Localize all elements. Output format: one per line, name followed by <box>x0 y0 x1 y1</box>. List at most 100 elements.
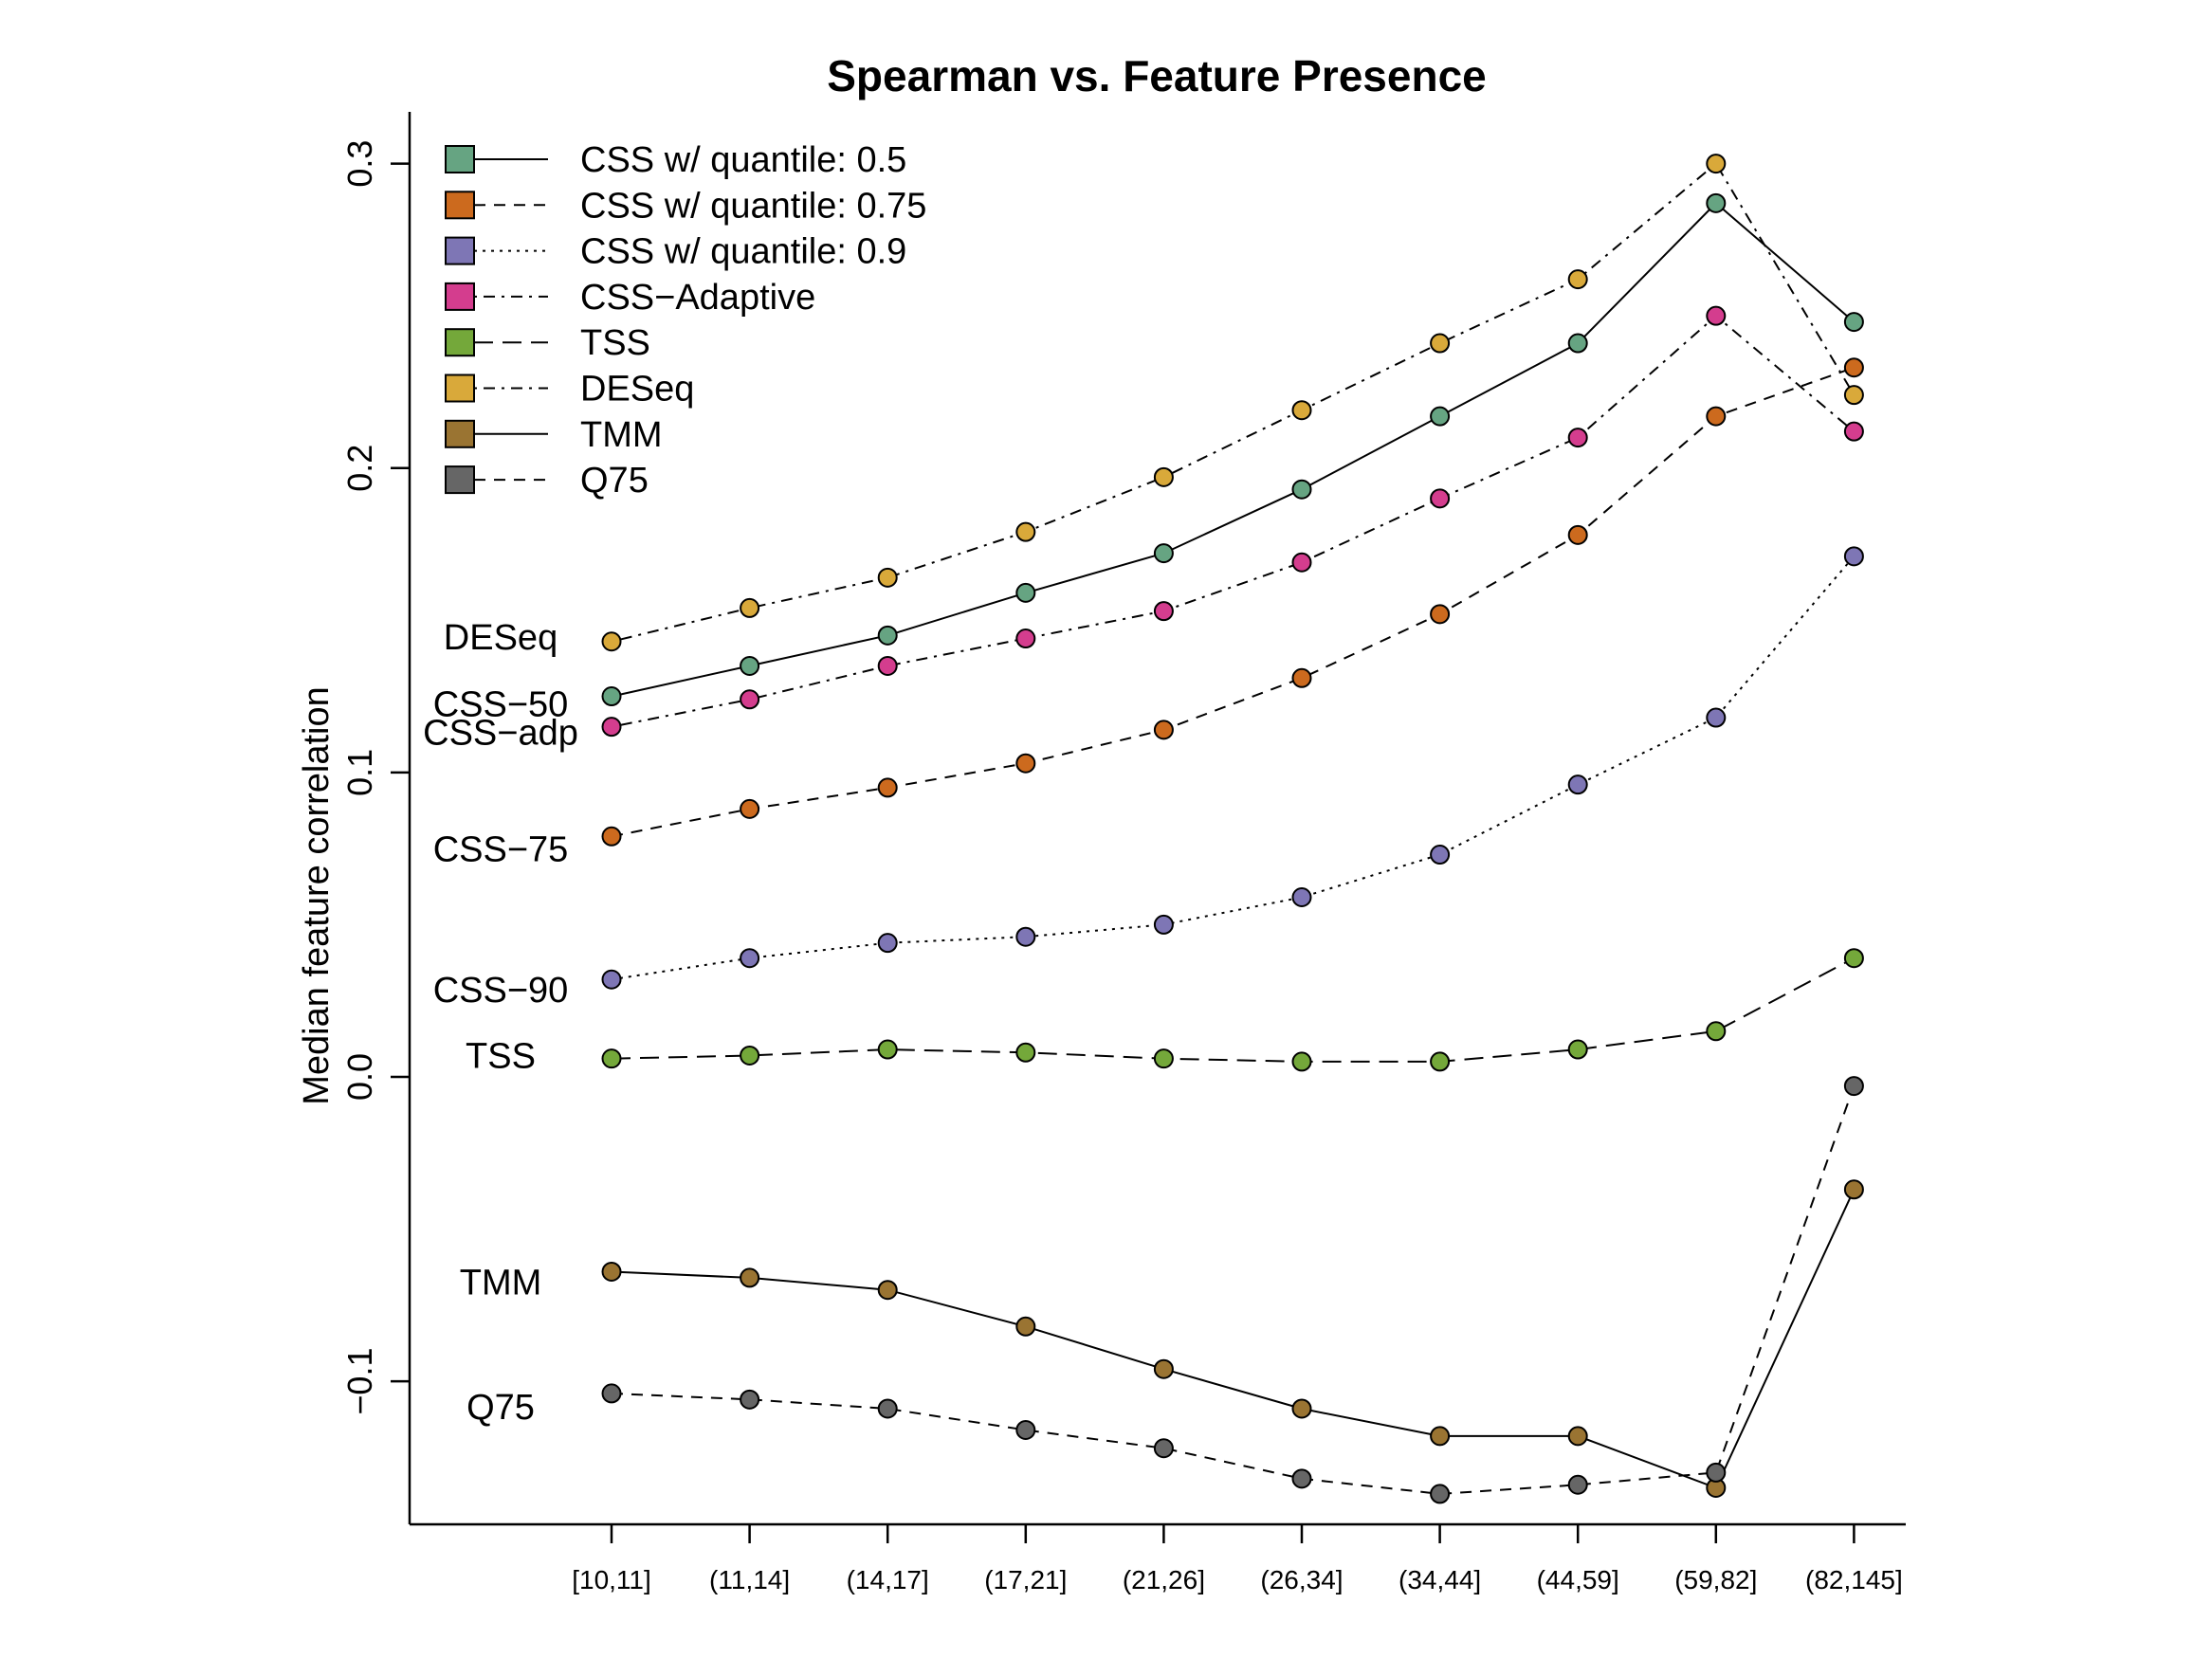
series-label-3: CSS−adp <box>423 714 578 754</box>
series-label-0: CSS−50 <box>433 685 569 725</box>
series-line-4 <box>611 957 1855 1063</box>
data-point <box>1153 720 1174 740</box>
series-label-7: Q75 <box>466 1388 535 1428</box>
x-tick-label: (14,17] <box>847 1565 929 1594</box>
data-point <box>877 1280 898 1301</box>
legend-label-6: TMM <box>580 415 663 455</box>
legend-swatch-2 <box>445 236 475 265</box>
y-tick-label: 0.1 <box>340 749 379 796</box>
data-point <box>1843 421 1864 442</box>
data-point <box>1015 629 1036 649</box>
x-tick-label: (34,44] <box>1398 1565 1481 1594</box>
data-point <box>1430 1051 1451 1072</box>
data-point <box>601 969 622 990</box>
series-line-6 <box>611 1189 1856 1489</box>
data-point <box>1567 333 1588 354</box>
data-point <box>1843 357 1864 378</box>
series-line-1 <box>611 366 1855 838</box>
data-point <box>740 1045 760 1066</box>
series-points <box>601 154 1864 1504</box>
legend-label-7: Q75 <box>580 461 649 501</box>
series-label-6: TMM <box>460 1263 542 1303</box>
legend-label-3: CSS−Adaptive <box>580 278 815 318</box>
data-point <box>1706 154 1727 174</box>
series-line-3 <box>611 314 1856 728</box>
data-point <box>601 1048 622 1069</box>
data-point <box>1291 1468 1312 1489</box>
x-tick-label: (11,14] <box>709 1565 790 1594</box>
legend-swatch-6 <box>445 419 475 448</box>
data-point <box>1153 466 1174 487</box>
x-tick-label: (82,145] <box>1805 1565 1903 1594</box>
data-point <box>1291 400 1312 421</box>
series-label-1: CSS−75 <box>433 829 569 869</box>
data-point <box>1706 305 1727 326</box>
data-point <box>1015 1042 1036 1063</box>
data-point <box>1843 1076 1864 1097</box>
data-point <box>1706 1462 1727 1483</box>
data-point <box>1567 269 1588 290</box>
legend-swatch-4 <box>445 328 475 357</box>
y-tick-label: 0.0 <box>340 1053 379 1101</box>
data-point <box>1706 707 1727 728</box>
x-tick-label: (21,26] <box>1123 1565 1205 1594</box>
series-lines <box>611 162 1856 1495</box>
data-point <box>740 1389 760 1410</box>
series-line-0 <box>611 201 1856 698</box>
data-point <box>1430 1484 1451 1504</box>
data-point <box>740 1267 760 1288</box>
data-point <box>1015 753 1036 774</box>
data-point <box>601 631 622 652</box>
data-point <box>1015 521 1036 542</box>
data-point <box>1430 333 1451 354</box>
y-tick-label: −0.1 <box>340 1348 379 1415</box>
data-point <box>877 777 898 798</box>
legend-label-4: TSS <box>580 323 650 363</box>
data-point <box>1015 1419 1036 1440</box>
data-point <box>1430 1426 1451 1447</box>
legend-label-1: CSS w/ quantile: 0.75 <box>580 186 926 226</box>
data-point <box>1291 1398 1312 1419</box>
data-point <box>1430 406 1451 427</box>
x-ticks: [10,11] (11,14] (14,17] (17,21] (21,26] (26,3… <box>572 1524 1903 1594</box>
data-point <box>1153 601 1174 622</box>
data-point <box>1843 312 1864 333</box>
legend-swatch-7 <box>445 465 475 495</box>
data-point <box>601 1383 622 1404</box>
data-point <box>1843 1179 1864 1200</box>
x-tick-label: (44,59] <box>1537 1565 1619 1594</box>
x-tick-label: (17,21] <box>984 1565 1067 1594</box>
data-point <box>1567 428 1588 448</box>
data-point <box>1706 192 1727 213</box>
y-tick-label: 0.3 <box>340 140 379 188</box>
series-labels: CSS−50 CSS−75 CSS−90 CSS−adp TSS DESeq TMM Q75 <box>423 618 578 1428</box>
data-point <box>1567 1426 1588 1447</box>
data-point <box>1291 1051 1312 1072</box>
data-point <box>1153 914 1174 935</box>
data-point <box>1567 524 1588 545</box>
data-point <box>877 567 898 588</box>
data-point <box>740 655 760 676</box>
series-label-5: DESeq <box>444 618 558 658</box>
data-point <box>877 1398 898 1419</box>
legend: CSS w/ quantile: 0.5 CSS w/ quantile: 0.7… <box>445 140 926 501</box>
data-point <box>877 655 898 676</box>
data-point <box>740 798 760 819</box>
data-point <box>1291 479 1312 500</box>
data-point <box>877 933 898 954</box>
data-point <box>1430 488 1451 509</box>
x-tick-label: [10,11] <box>572 1565 651 1594</box>
data-point <box>1706 406 1727 427</box>
series-line-2 <box>611 556 1856 981</box>
data-point <box>601 1261 622 1282</box>
data-point <box>1015 926 1036 947</box>
legend-swatch-3 <box>445 282 475 311</box>
data-point <box>877 1039 898 1060</box>
data-point <box>1430 845 1451 865</box>
x-tick-label: (26,34] <box>1260 1565 1343 1594</box>
data-point <box>1153 1438 1174 1459</box>
data-point <box>1843 385 1864 406</box>
data-point <box>1291 552 1312 573</box>
data-point <box>1706 1021 1727 1042</box>
